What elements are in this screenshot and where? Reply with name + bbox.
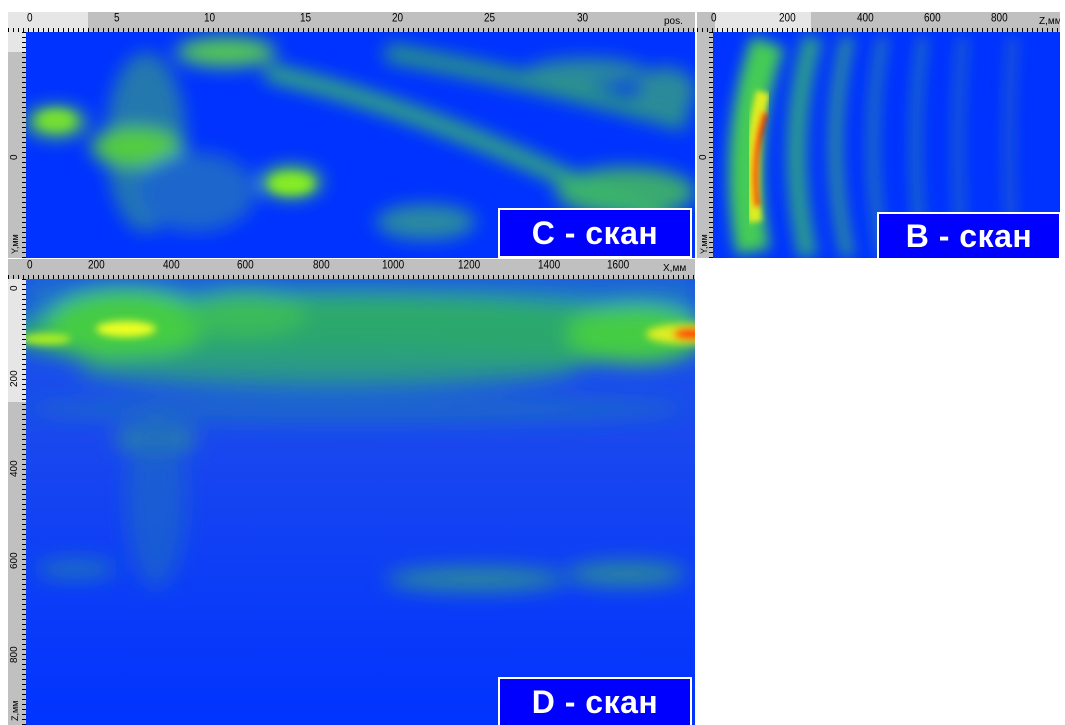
- d-scan-x-tick: 1400: [538, 259, 561, 272]
- b-scan-x-tick: 400: [857, 12, 874, 25]
- d-scan-x-tick: 200: [88, 259, 105, 272]
- d-scan-heatmap: [26, 279, 695, 725]
- c-scan-panel: 0 5 10 15 20 25 30 pos. 0 Y,мм: [8, 12, 695, 258]
- c-scan-x-tick: 30: [577, 12, 589, 25]
- b-scan-label: B - скан: [877, 212, 1060, 258]
- d-scan-label: D - скан: [498, 677, 692, 725]
- d-scan-x-tick: 600: [237, 259, 254, 272]
- d-scan-y-tick: 0: [9, 285, 20, 291]
- b-scan-x-tick: 800: [991, 12, 1008, 25]
- b-scan-x-tick: 600: [924, 12, 941, 25]
- d-scan-x-ruler: 0 200 400 600 800 1000 1200 1400 1600 X,…: [8, 259, 695, 279]
- b-scan-x-tick: 0: [711, 12, 717, 25]
- d-scan-y-tick: 400: [9, 460, 20, 477]
- d-scan-x-tick: 0: [27, 259, 33, 272]
- b-scan-y-unit: Y,мм: [699, 234, 709, 254]
- d-scan-x-tick: 1200: [458, 259, 481, 272]
- d-scan-x-tick: 1600: [607, 259, 630, 272]
- d-scan-y-unit: Z,мм: [10, 700, 20, 721]
- d-scan-y-tick: 200: [9, 370, 20, 387]
- c-scan-x-unit: pos.: [664, 16, 683, 27]
- b-scan-panel: 0 200 400 600 800 Z,мм 0 Y,мм B - скан: [697, 12, 1060, 258]
- b-scan-x-ruler: 0 200 400 600 800 Z,мм: [697, 12, 1060, 32]
- b-scan-x-unit: Z,мм: [1039, 16, 1060, 27]
- d-scan-x-tick: 1000: [382, 259, 405, 272]
- c-scan-x-tick: 5: [114, 12, 120, 25]
- d-scan-panel: 0 200 400 600 800 1000 1200 1400 1600 X,…: [8, 259, 695, 725]
- b-scan-x-tick: 200: [779, 12, 796, 25]
- c-scan-y-ruler: 0 Y,мм: [8, 32, 26, 258]
- c-scan-x-tick: 25: [484, 12, 496, 25]
- d-scan-y-ruler: 0 200 400 600 800 Z,мм: [8, 279, 26, 725]
- d-scan-y-tick: 800: [9, 646, 20, 663]
- c-scan-label: C - скан: [498, 208, 692, 258]
- c-scan-x-tick: 15: [300, 12, 312, 25]
- b-scan-y-ruler: 0 Y,мм: [697, 32, 713, 258]
- d-scan-x-unit: X,мм: [663, 263, 687, 274]
- c-scan-y-unit: Y,мм: [10, 234, 20, 254]
- d-scan-y-tick: 600: [9, 552, 20, 569]
- c-scan-x-tick: 20: [392, 12, 404, 25]
- c-scan-x-tick: 0: [27, 12, 33, 25]
- c-scan-x-ruler: 0 5 10 15 20 25 30 pos.: [8, 12, 695, 32]
- b-scan-y-tick: 0: [698, 154, 709, 160]
- d-scan-x-tick: 800: [313, 259, 330, 272]
- c-scan-y-tick: 0: [9, 154, 20, 160]
- c-scan-heatmap: [26, 32, 695, 258]
- d-scan-x-tick: 400: [163, 259, 180, 272]
- c-scan-x-tick: 10: [204, 12, 216, 25]
